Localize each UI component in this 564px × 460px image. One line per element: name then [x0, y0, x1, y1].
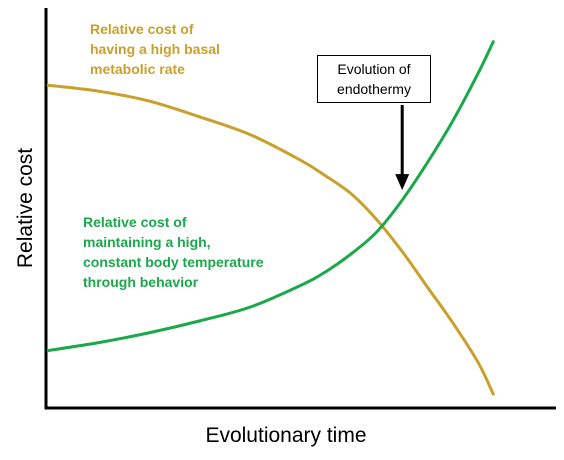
y-axis-title: Relative cost	[14, 147, 37, 269]
series-label-metabolic-rate: Relative cost of having a high basal met…	[90, 21, 220, 77]
series-line-metabolic-rate	[46, 83, 495, 396]
series-label-behavior: Relative cost of maintaining a high, con…	[83, 214, 264, 290]
x-axis-title: Evolutionary time	[205, 424, 367, 447]
annotation-arrow-head	[395, 174, 410, 191]
annotation-endothermy-box: Evolution of endothermy	[317, 55, 431, 103]
series-layer	[46, 40, 495, 396]
series-line-behavior	[46, 40, 495, 353]
annotation-layer	[395, 105, 410, 191]
